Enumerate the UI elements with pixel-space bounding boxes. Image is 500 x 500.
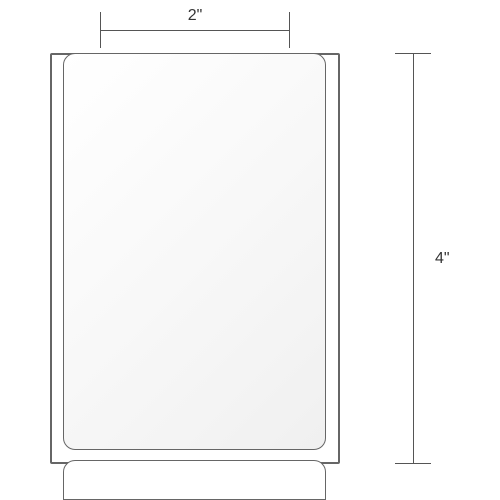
width-dimension-line [100,30,290,31]
width-tick-right [289,12,290,48]
width-dimension: 2" [100,12,290,52]
height-dimension-line [413,53,414,464]
height-dimension: 4" [395,53,435,464]
width-label: 2" [182,7,209,25]
next-label-peek [63,460,326,500]
label-rectangle [63,53,326,450]
label-dimension-diagram: 2" 4" [0,0,500,500]
height-tick-bottom [395,463,431,464]
height-label: 4" [435,250,450,268]
